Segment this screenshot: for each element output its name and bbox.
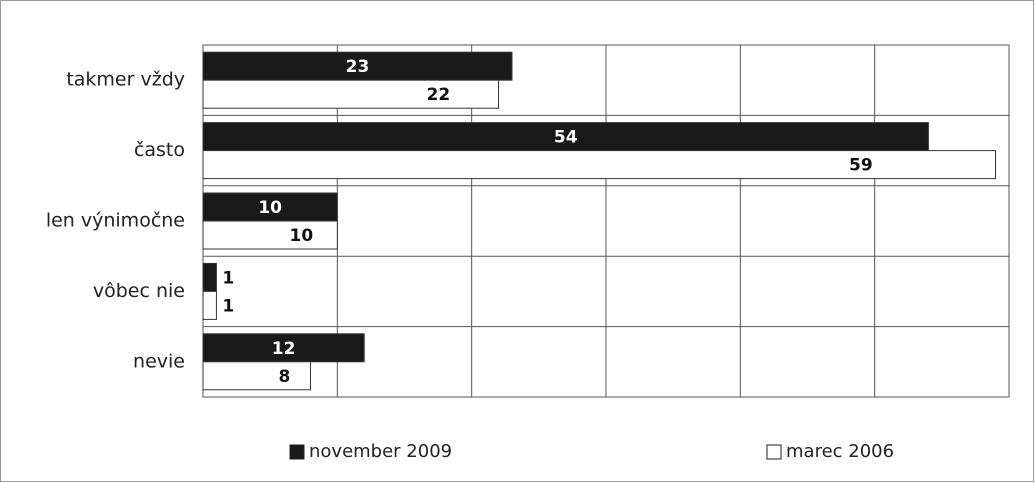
value-label: 22 xyxy=(427,85,451,105)
category-label: vôbec nie xyxy=(93,280,185,302)
value-label: 23 xyxy=(346,57,370,77)
value-label: 12 xyxy=(272,339,296,359)
category-label: len výnimočne xyxy=(46,210,185,232)
value-label: 10 xyxy=(290,226,314,246)
value-label: 54 xyxy=(554,128,578,148)
bar xyxy=(202,192,338,222)
bar xyxy=(202,51,513,81)
bar xyxy=(202,333,365,363)
bar xyxy=(202,79,500,109)
bar xyxy=(202,220,338,250)
bar xyxy=(202,150,997,180)
legend-swatch xyxy=(289,444,305,460)
category-label: nevie xyxy=(133,350,185,372)
category-label: takmer vždy xyxy=(66,69,185,91)
value-label: 10 xyxy=(258,198,282,218)
legend-label: marec 2006 xyxy=(786,441,894,462)
bar xyxy=(202,122,929,152)
value-label: 8 xyxy=(279,367,291,387)
value-label: 1 xyxy=(222,268,234,288)
bar xyxy=(202,361,311,391)
bar xyxy=(202,290,217,320)
value-label: 59 xyxy=(849,156,873,176)
legend-swatch xyxy=(766,444,782,460)
category-label: často xyxy=(134,139,185,161)
bar xyxy=(202,262,217,292)
value-label: 1 xyxy=(222,296,234,316)
legend-label: november 2009 xyxy=(309,441,452,462)
